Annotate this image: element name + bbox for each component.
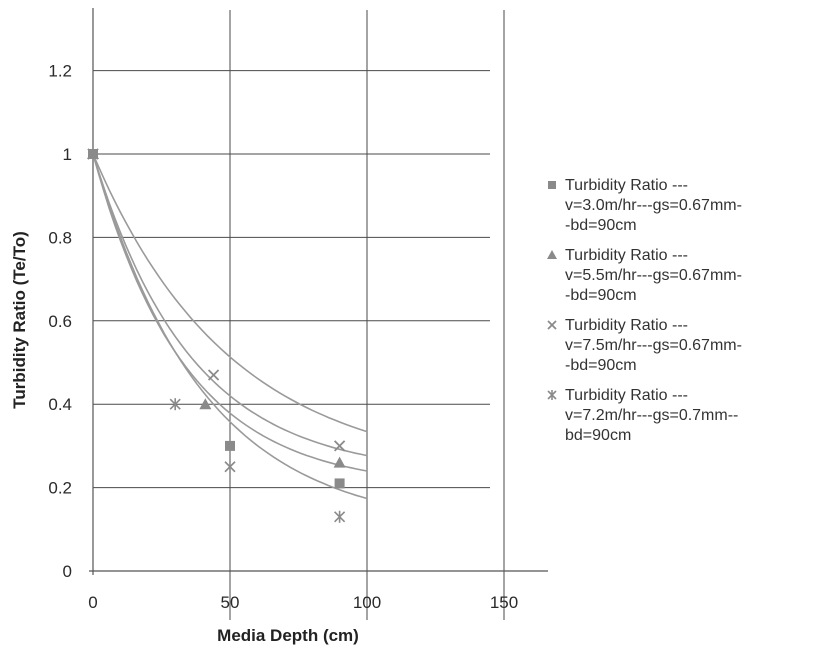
trend-curve-3 (92, 153, 368, 433)
x-tick-label: 150 (490, 593, 518, 612)
legend-entry-3: Turbidity Ratio --- v=7.5m/hr---gs=0.67mm… (547, 317, 742, 374)
legend: Turbidity Ratio --- v=3.0m/hr---gs=0.67mm… (547, 177, 742, 444)
legend-label-line: Turbidity Ratio --- (565, 387, 688, 404)
legend-marker-4 (547, 390, 557, 400)
data-point-s4 (87, 148, 99, 160)
y-tick-label: 1.2 (48, 62, 72, 81)
legend-marker-2 (547, 250, 557, 259)
legend-marker-1 (548, 181, 556, 189)
y-tick-label: 0 (63, 562, 72, 581)
legend-label-line: Turbidity Ratio --- (565, 177, 688, 194)
legend-label-line: bd=90cm (565, 427, 631, 444)
legend-marker-3 (547, 320, 557, 330)
trend-curve-2 (92, 153, 368, 457)
y-tick-label: 0.6 (48, 312, 72, 331)
trend-curve-layer (92, 153, 368, 500)
trend-curve-4 (92, 153, 368, 500)
legend-label-line: v=5.5m/hr---gs=0.67mm- (565, 267, 742, 284)
trend-curve-1 (92, 153, 368, 472)
legend-entry-1: Turbidity Ratio --- v=3.0m/hr---gs=0.67mm… (548, 177, 742, 234)
axis-layer (89, 8, 548, 575)
legend-entry-2: Turbidity Ratio --- v=5.5m/hr---gs=0.67mm… (547, 247, 742, 304)
data-point-s2 (199, 398, 212, 410)
data-point-s4 (334, 510, 346, 523)
x-tick-label: 100 (353, 593, 381, 612)
data-point-s3 (207, 369, 220, 381)
x-tick-label: 0 (88, 593, 97, 612)
x-axis-title: Media Depth (cm) (217, 626, 359, 645)
y-tick-label: 0.4 (48, 395, 72, 414)
legend-label-line: v=7.5m/hr---gs=0.67mm- (565, 337, 742, 354)
legend-entry-4: Turbidity Ratio --- v=7.2m/hr---gs=0.7mm-… (547, 387, 738, 444)
y-axis-title: Turbidity Ratio (Te/To) (10, 231, 29, 409)
tick-label-layer: 0 0.2 0.4 0.6 0.8 1 1.2 0 50 100 150 (48, 62, 518, 612)
data-point-s1 (334, 478, 345, 489)
y-tick-label: 0.8 (48, 228, 72, 247)
data-point-s2 (333, 456, 346, 468)
legend-label-line: -bd=90cm (565, 287, 637, 304)
legend-label-line: v=7.2m/hr---gs=0.7mm-- (565, 407, 738, 424)
x-tick-label: 50 (221, 593, 240, 612)
data-point-s1 (225, 440, 235, 451)
data-point-s4 (169, 398, 181, 411)
marker-layer (87, 148, 346, 523)
legend-label-line: Turbidity Ratio --- (565, 247, 688, 264)
legend-label-line: v=3.0m/hr---gs=0.67mm- (565, 197, 742, 214)
y-tick-label: 1 (63, 145, 72, 164)
data-point-s4 (224, 460, 236, 473)
legend-label-line: -bd=90cm (565, 357, 637, 374)
data-point-s3 (333, 440, 346, 452)
legend-label-line: Turbidity Ratio --- (565, 317, 688, 334)
legend-label-line: -bd=90cm (565, 217, 637, 234)
y-tick-label: 0.2 (48, 479, 72, 498)
grid-layer (93, 10, 505, 620)
